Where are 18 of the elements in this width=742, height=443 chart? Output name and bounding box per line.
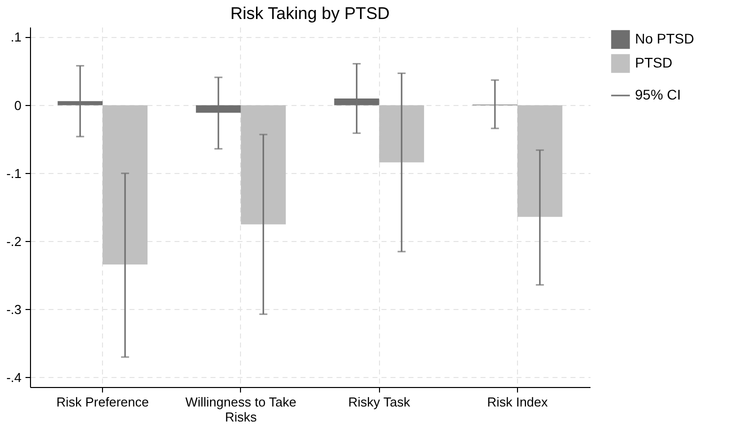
bar [379,105,424,162]
y-tick-label: -.3 [6,302,22,317]
chart-title: Risk Taking by PTSD [230,4,390,23]
x-tick-label: Risk Preference [56,394,149,410]
x-tick-label: Risk Index [487,394,548,410]
bar [517,105,562,217]
y-tick-label: 0 [14,98,22,113]
text: 95% CI [635,86,681,102]
legend-label: No PTSD [635,30,694,46]
x-tick-label: Willingness to Take Risks [185,394,296,424]
y-tick-label: .1 [10,30,22,45]
bar [240,105,286,224]
y-tick-label: -.2 [6,234,22,249]
bar [102,105,148,265]
y-tick-label: -.4 [6,370,22,385]
legend-label: PTSD [635,54,672,70]
y-tick-label: -.1 [6,166,22,181]
x-tick-label: Risky Task [348,394,411,410]
